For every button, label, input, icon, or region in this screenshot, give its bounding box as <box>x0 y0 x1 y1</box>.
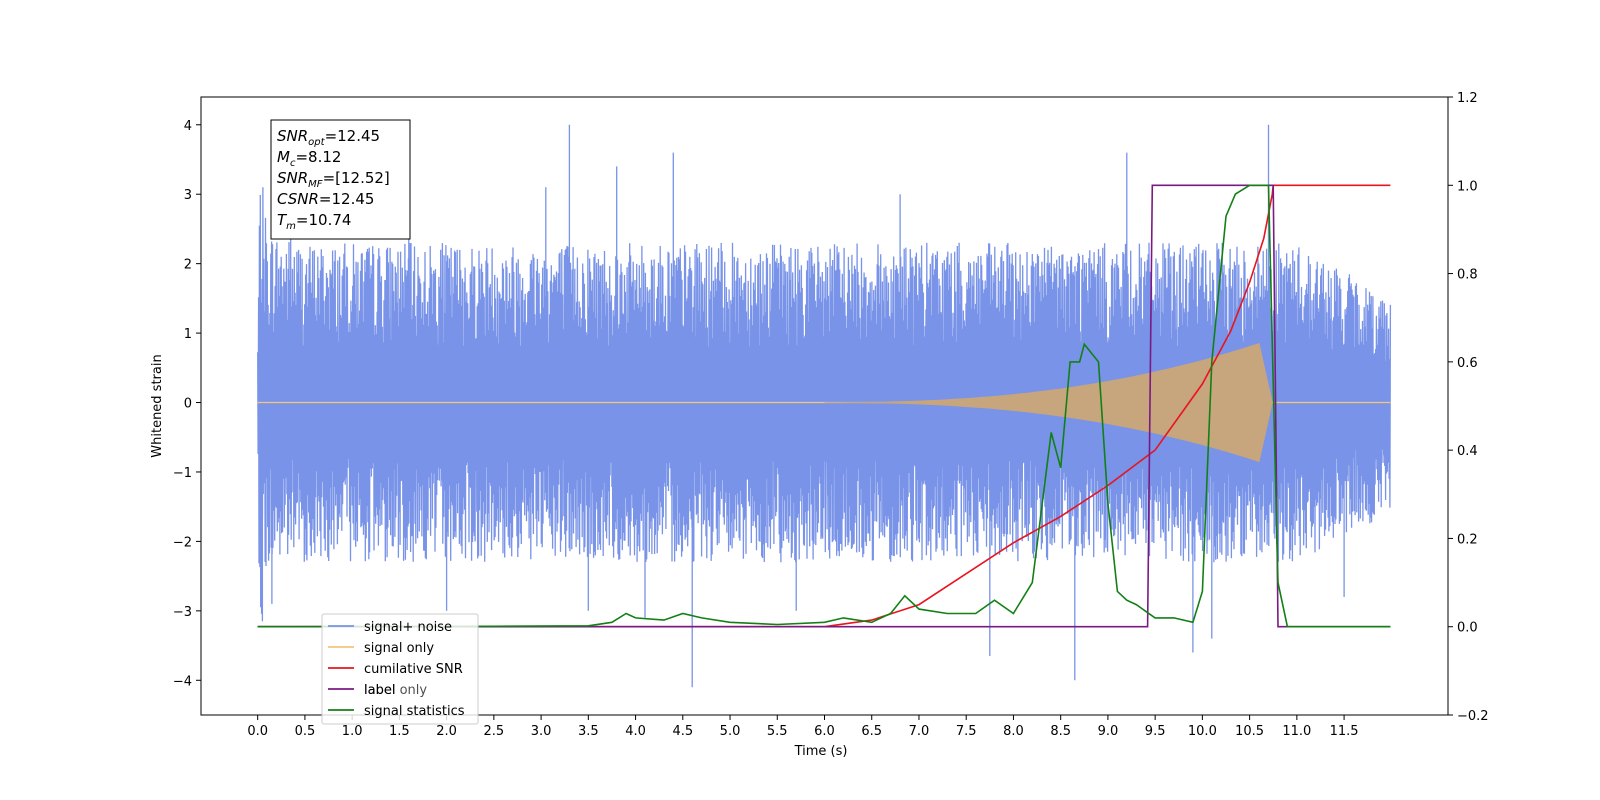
x-axis: 0.0 0.5 1.0 1.5 2.0 2.5 3.0 3.5 4.0 4.5 5.0 5.5 6.0 6… <box>247 715 1359 739</box>
info-line: CSNR=12.45 <box>277 190 374 208</box>
legend-label: signal statistics <box>364 704 465 719</box>
x-tick-label: 5.0 <box>720 724 741 739</box>
y-axis-left: 4 3 2 1 0 −1 −2 −3 −4 <box>173 119 201 689</box>
legend-frame <box>321 613 479 725</box>
x-tick-label: 3.0 <box>531 724 552 739</box>
x-tick-label: 2.5 <box>484 724 505 739</box>
info-line: Tm=10.74 <box>277 211 351 232</box>
x-tick-label: 10.5 <box>1235 724 1264 739</box>
y-tick-label-right: 0.6 <box>1457 356 1478 371</box>
y-axis-right: 1.2 1.0 0.8 0.6 0.4 0.2 0.0 −0.2 <box>1448 91 1489 724</box>
info-box: SNRopt=12.45Mc=8.12SNRMF=[12.52]CSNR=12.… <box>270 119 411 240</box>
y-tick-label-left: −3 <box>173 605 192 620</box>
legend-ghost-label: label only <box>364 683 427 698</box>
info-line: SNRopt=12.45 <box>277 127 380 148</box>
x-tick-label: 2.0 <box>436 724 457 739</box>
legend-label: label <box>364 683 395 698</box>
y-tick-label-left: 0 <box>184 397 192 412</box>
legend-label: signal+ noise <box>364 620 452 635</box>
y-tick-label-left: 1 <box>184 327 192 342</box>
y-tick-label-right: 0.4 <box>1457 444 1478 459</box>
x-tick-label: 9.0 <box>1098 724 1119 739</box>
series-cumulative-snr <box>257 184 1391 628</box>
x-tick-label: 6.0 <box>814 724 835 739</box>
x-tick-label: 4.0 <box>625 724 646 739</box>
x-tick-label: 3.5 <box>578 724 599 739</box>
x-tick-label: 1.0 <box>342 724 363 739</box>
x-tick-label: 8.0 <box>1003 724 1024 739</box>
y-axis-label: Whitened strain <box>150 354 165 457</box>
y-tick-label-right: 1.0 <box>1457 179 1478 194</box>
y-tick-label-left: 2 <box>184 258 192 273</box>
y-tick-label-left: −1 <box>173 466 192 481</box>
y-tick-label-right: −0.2 <box>1457 709 1489 724</box>
x-tick-label: 7.5 <box>956 724 977 739</box>
x-tick-label: 8.5 <box>1050 724 1071 739</box>
y-tick-label-right: 0.2 <box>1457 532 1478 547</box>
y-tick-label-left: 4 <box>184 119 192 134</box>
x-tick-label: 1.5 <box>389 724 410 739</box>
x-tick-label: 9.5 <box>1145 724 1166 739</box>
x-tick-label: 5.5 <box>767 724 788 739</box>
series-layer <box>257 124 1392 688</box>
x-tick-label: 10.0 <box>1188 724 1217 739</box>
x-tick-label: 4.5 <box>672 724 693 739</box>
series-signal-statistics <box>257 184 1391 628</box>
y-tick-label-left: −2 <box>173 535 192 550</box>
legend-label: signal only <box>364 641 434 656</box>
info-box-frame <box>270 119 411 240</box>
y-tick-label-left: 3 <box>184 188 192 203</box>
x-tick-label: 0.0 <box>247 724 268 739</box>
x-tick-label: 6.5 <box>861 724 882 739</box>
info-line: SNRMF=[12.52] <box>277 169 390 190</box>
legend-label: cumilative SNR <box>364 662 463 677</box>
y-tick-label-right: 1.2 <box>1457 91 1478 106</box>
x-tick-label: 7.0 <box>909 724 930 739</box>
y-tick-label-left: −4 <box>173 674 192 689</box>
x-tick-label: 11.0 <box>1282 724 1311 739</box>
y-tick-label-right: 0.0 <box>1457 621 1478 636</box>
y-tick-label-right: 0.8 <box>1457 268 1478 283</box>
x-tick-label: 11.5 <box>1330 724 1359 739</box>
legend: signal+ noise signal only cumilative SNR la… <box>321 613 479 725</box>
series-signal-only-chirp <box>824 342 1273 463</box>
x-axis-label: Time (s) <box>794 744 848 759</box>
info-line: Mc=8.12 <box>277 148 341 169</box>
x-tick-label: 0.5 <box>295 724 316 739</box>
series-signal-noise <box>257 124 1392 688</box>
